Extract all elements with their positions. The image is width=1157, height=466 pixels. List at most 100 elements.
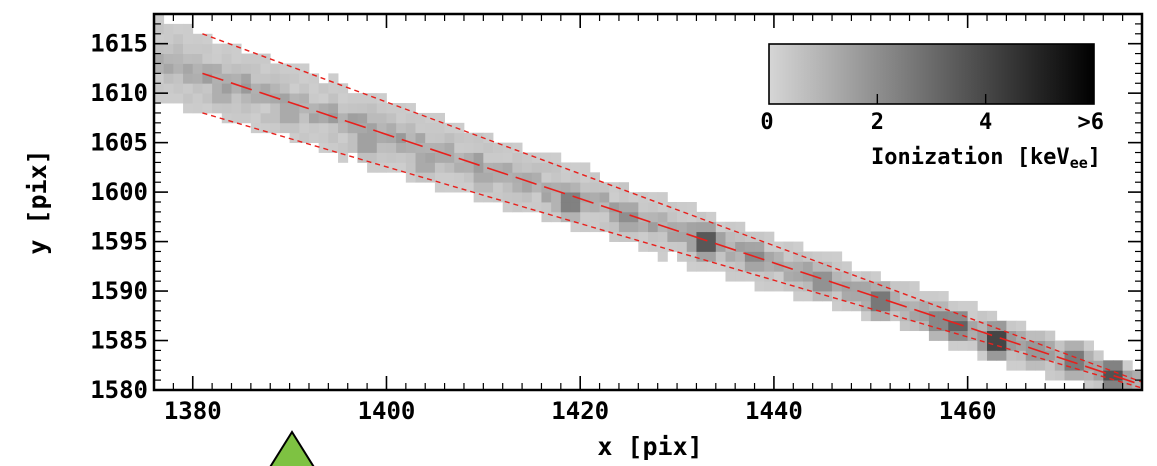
heatmap-cell — [1112, 370, 1124, 381]
heatmap-cell — [260, 53, 271, 64]
heatmap-cell — [977, 310, 988, 322]
heatmap-cell — [154, 63, 165, 74]
heatmap-cell — [677, 231, 688, 242]
heatmap-cell — [163, 33, 174, 45]
heatmap-cell — [802, 291, 814, 302]
heatmap-cell — [657, 251, 668, 262]
heatmap-cell — [1006, 330, 1017, 341]
heatmap-cell — [957, 300, 969, 312]
heatmap-cell — [735, 231, 746, 242]
heatmap-cell — [599, 221, 610, 233]
heatmap-cell — [783, 261, 794, 272]
heatmap-cell — [822, 271, 833, 282]
heatmap-cell — [415, 112, 426, 124]
heatmap-cell — [493, 142, 504, 153]
heatmap-cell — [260, 83, 271, 94]
heatmap-cell — [338, 83, 349, 94]
heatmap-cell — [386, 103, 397, 114]
heatmap-cell — [357, 142, 368, 153]
heatmap-cell — [1083, 380, 1094, 391]
heatmap-cell — [1045, 340, 1056, 351]
heatmap-cell — [628, 192, 639, 203]
heatmap-cell — [454, 122, 465, 134]
heatmap-cell — [163, 23, 174, 35]
track-fit-lines — [202, 33, 1143, 389]
heatmap-cell — [386, 162, 397, 173]
heatmap-cell — [502, 142, 513, 153]
heatmap-cell — [812, 261, 823, 272]
heatmap-cell — [463, 172, 475, 183]
heatmap-cell — [463, 182, 475, 193]
heatmap-cell — [231, 112, 242, 124]
heatmap-cell — [928, 300, 939, 312]
heatmap-cell — [899, 320, 910, 332]
heatmap-cell — [628, 221, 639, 233]
heatmap-cell — [861, 291, 872, 302]
heatmap-cell — [667, 231, 678, 242]
heatmap-cell — [405, 142, 416, 153]
heatmap-cell — [648, 241, 659, 252]
heatmap-cell — [512, 142, 523, 153]
heatmap-cell — [948, 320, 959, 332]
heatmap-cell — [686, 231, 697, 242]
heatmap-cell — [289, 122, 300, 134]
heatmap-cell — [667, 211, 678, 223]
heatmap-cell — [948, 340, 959, 351]
heatmap-cell — [357, 122, 368, 134]
heatmap-cell — [1006, 320, 1017, 332]
heatmap-cell — [212, 93, 223, 104]
heatmap-cell — [967, 340, 978, 351]
heatmap-cell — [328, 122, 339, 134]
heatmap-cell — [512, 192, 523, 203]
heatmap-cell — [715, 261, 726, 272]
heatmap-cell — [541, 202, 552, 213]
heatmap-cell — [154, 14, 165, 25]
heatmap-cell — [1025, 350, 1036, 361]
heatmap-cell — [386, 132, 397, 144]
heatmap-cell — [221, 53, 232, 64]
heatmap-cell — [822, 261, 833, 272]
heatmap-cell — [338, 103, 349, 114]
heatmap-cell — [754, 241, 765, 252]
heatmap-cell — [231, 43, 242, 54]
heatmap-cell — [996, 350, 1007, 361]
heatmap-cell — [783, 241, 794, 252]
heatmap-cell — [308, 93, 320, 104]
heatmap-cell — [1083, 340, 1094, 351]
heatmap-cell — [173, 33, 184, 45]
heatmap-cell — [531, 182, 542, 193]
heatmap-cell — [977, 350, 988, 361]
heatmap-cell — [677, 202, 688, 213]
heatmap-cell — [551, 192, 562, 203]
heatmap-cell — [308, 73, 320, 84]
heatmap-cell — [531, 152, 542, 163]
heatmap-cell — [599, 182, 610, 193]
heatmap-cell — [570, 221, 581, 233]
heatmap-cell — [706, 221, 717, 233]
heatmap-cell — [793, 261, 804, 272]
heatmap-cell — [270, 122, 281, 134]
heatmap-cell — [502, 162, 513, 173]
heatmap-cell — [299, 63, 310, 74]
heatmap-cell — [405, 162, 416, 173]
heatmap-cell — [318, 122, 329, 134]
heatmap-cell — [657, 202, 668, 213]
heatmap-cell — [773, 281, 785, 292]
heatmap-cell — [183, 63, 194, 74]
heatmap-cell — [241, 73, 252, 84]
heatmap-cell — [376, 162, 387, 173]
heatmap-cell — [996, 330, 1007, 341]
heatmap-cell — [386, 112, 397, 124]
heatmap-cell — [212, 103, 223, 114]
heatmap-cell — [444, 172, 455, 183]
heatmap-cell — [376, 112, 387, 124]
heatmap-cell — [725, 251, 736, 262]
y-tick-label: 1600 — [90, 178, 148, 206]
heatmap-cell — [396, 162, 407, 173]
heatmap-cell — [754, 281, 765, 292]
heatmap-cell — [570, 182, 581, 193]
heatmap-cell — [473, 142, 484, 153]
heatmap-cell — [609, 192, 620, 203]
heatmap-cell — [783, 281, 794, 292]
